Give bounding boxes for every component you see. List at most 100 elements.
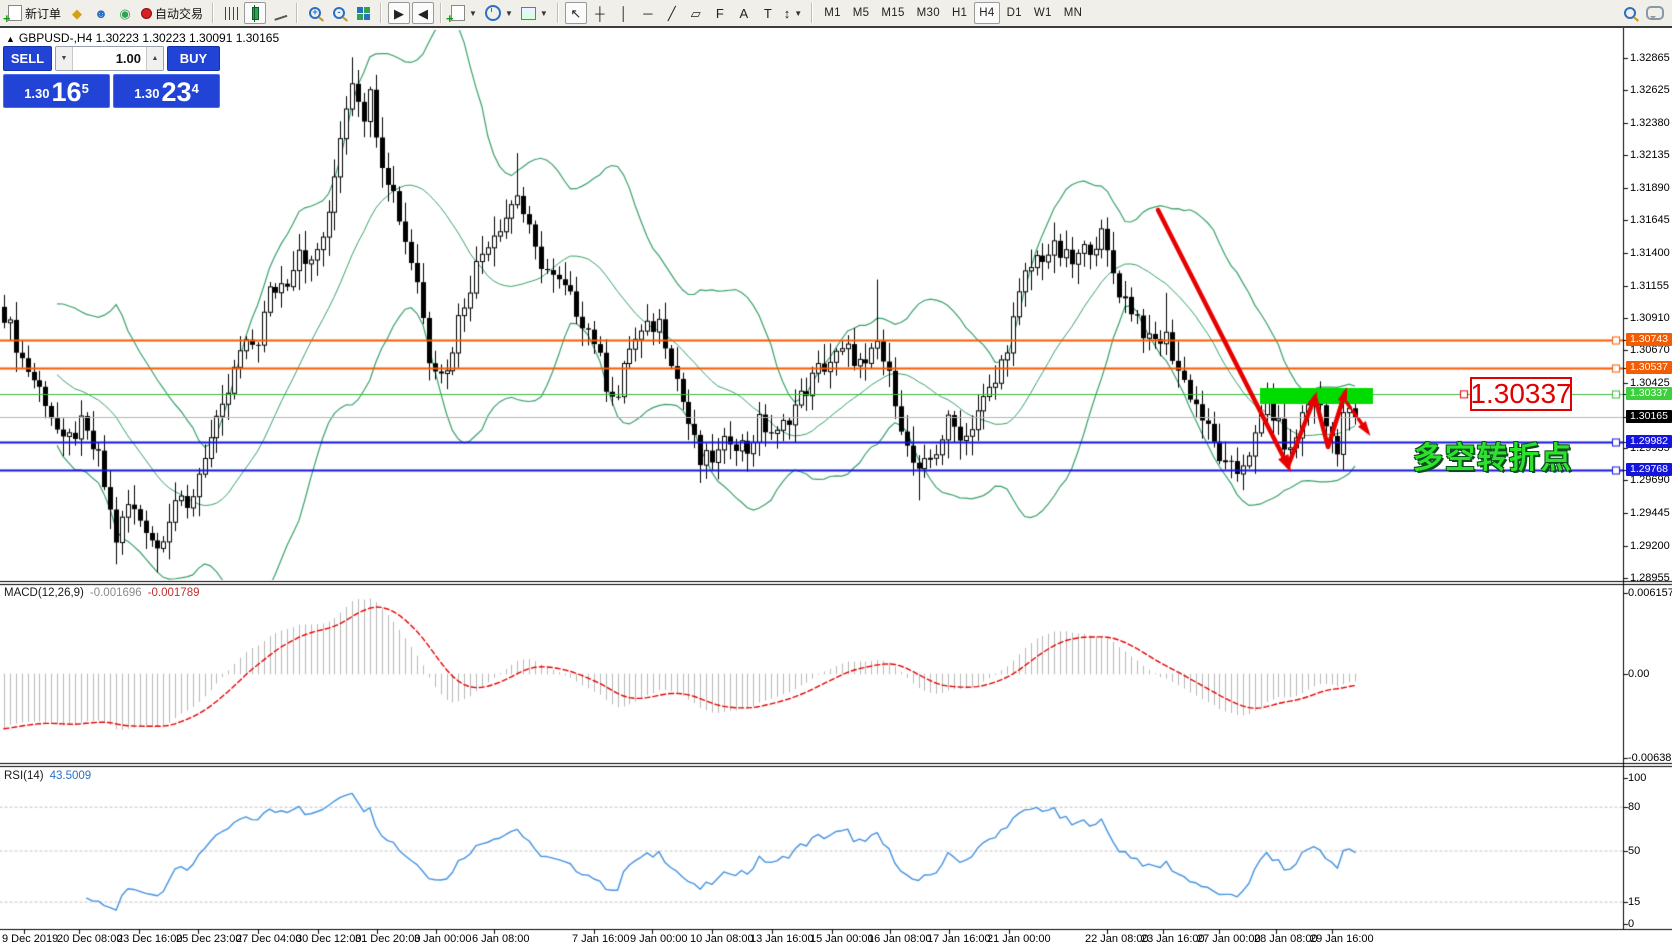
chevron-down-icon: ▼: [504, 8, 513, 18]
fibonacci-tool[interactable]: F: [709, 2, 731, 24]
time-axis-tick: 21 Jan 00:00: [987, 933, 1051, 945]
clock-icon: [484, 5, 501, 21]
chart-shift-icon: ◀: [418, 5, 429, 21]
price-axis-tick: 1.29200: [1630, 539, 1670, 552]
time-axis-tick: 7 Jan 16:00: [572, 933, 630, 945]
indicators-dropdown[interactable]: ▼: [518, 2, 551, 24]
price-axis-tick: 1.32865: [1630, 52, 1670, 64]
timeframe-h4[interactable]: H4: [974, 2, 1000, 24]
search-button[interactable]: [1619, 2, 1641, 24]
buy-button[interactable]: BUY: [167, 46, 220, 71]
bar-chart-button[interactable]: [220, 2, 242, 24]
candle-chart-button[interactable]: [244, 2, 267, 24]
sell-price-button[interactable]: 1.30 16 5: [3, 74, 110, 108]
auto-scroll-button[interactable]: ▶: [388, 2, 411, 24]
zoom-out-icon: -: [333, 7, 346, 19]
timeframe-m5[interactable]: M5: [852, 7, 870, 19]
chevron-down-icon: ▼: [469, 8, 477, 18]
sell-button[interactable]: SELL: [3, 46, 52, 71]
text-tool[interactable]: A: [733, 2, 755, 24]
auto-trading-button[interactable]: 自动交易: [138, 2, 206, 24]
rsi-axis-tick: 15: [1628, 896, 1641, 908]
profiles-dropdown[interactable]: ▼: [482, 2, 516, 24]
search-icon: [1624, 7, 1636, 19]
collapse-panel-icon[interactable]: ▲: [6, 34, 15, 44]
time-axis-tick: 23 Dec 16:00: [117, 933, 183, 945]
timeframe-h1[interactable]: H1: [951, 7, 968, 19]
time-axis-tick: 27 Jan 00:00: [1197, 933, 1261, 945]
time-axis-tick: 31 Dec 20:00: [355, 933, 421, 945]
time-axis-tick: 16 Jan 08:00: [868, 933, 932, 945]
buy-price-button[interactable]: 1.30 23 4: [113, 74, 220, 108]
channel-tool[interactable]: ▱: [685, 2, 707, 24]
horizontal-line-tool[interactable]: ─: [637, 2, 659, 24]
turning-point-annotation[interactable]: 多空转折点: [1413, 442, 1573, 475]
zoom-in-button[interactable]: +: [304, 2, 326, 24]
price-axis-tick: 1.31155: [1630, 279, 1669, 292]
new-order-button[interactable]: + 新订单: [3, 2, 64, 25]
chat-button[interactable]: [1643, 2, 1667, 24]
timeframe-m30[interactable]: M30: [916, 7, 940, 19]
auto-trading-status-icon: [141, 7, 153, 19]
market-watch-button[interactable]: ◆: [66, 2, 88, 24]
time-axis-tick: 3 Jan 00:00: [414, 933, 472, 945]
time-axis-tick: 17 Jan 16:00: [927, 933, 991, 945]
price-axis-tick: 1.31890: [1630, 181, 1670, 194]
timeframe-w1[interactable]: W1: [1033, 7, 1052, 19]
rsi-label: RSI(14) 43.5009: [4, 770, 91, 782]
arrows-dropdown[interactable]: ↕ ▼: [781, 2, 805, 24]
community-button[interactable]: ☻: [90, 2, 112, 24]
person-icon: ☻: [94, 5, 108, 21]
volume-input[interactable]: 1.00: [115, 51, 141, 66]
text-label-tool[interactable]: T: [757, 2, 779, 24]
price-callout-box[interactable]: 1.30337: [1470, 377, 1572, 411]
rsi-axis-tick: 100: [1628, 772, 1647, 784]
arrows-icon: ↕: [783, 5, 791, 21]
price-axis-tick: 1.30670: [1630, 344, 1670, 357]
separator: [380, 3, 383, 23]
fibonacci-icon: F: [715, 5, 724, 21]
new-chart-dropdown[interactable]: + ▼: [446, 2, 480, 25]
zoom-out-button[interactable]: -: [328, 2, 350, 24]
timeframe-m1[interactable]: M1: [824, 7, 841, 19]
tile-windows-button[interactable]: [352, 2, 374, 24]
symbol-ohlc-text: GBPUSD-,H4 1.30223 1.30223 1.30091 1.301…: [18, 31, 280, 45]
crosshair-tool[interactable]: ┼: [589, 2, 611, 24]
macd-signal-value: -0.001789: [147, 587, 200, 599]
line-chart-button[interactable]: [268, 2, 290, 24]
trendline-tool[interactable]: ╱: [661, 2, 683, 24]
hline-price-chip: 1.29768: [1626, 463, 1672, 477]
timeframe-m15[interactable]: M15: [881, 7, 905, 19]
price-axis-tick: 1.30425: [1630, 376, 1670, 389]
separator: [556, 3, 559, 23]
price-axis-tick: 1.29445: [1630, 507, 1670, 520]
timeframe-d1[interactable]: D1: [1006, 7, 1022, 19]
vertical-line-tool[interactable]: │: [613, 2, 635, 24]
buy-price-pips: 23: [161, 77, 192, 107]
signals-button[interactable]: ◉: [114, 2, 136, 24]
rsi-axis-tick: 80: [1628, 801, 1641, 813]
price-axis-tick: 1.31400: [1630, 246, 1670, 259]
chart-shift-button[interactable]: ◀: [412, 2, 435, 24]
time-axis-tick: 13 Jan 16:00: [750, 933, 814, 945]
vertical-line-icon: │: [619, 5, 628, 21]
hline-price-chip: 1.30337: [1626, 387, 1672, 401]
crosshair-icon: ┼: [595, 5, 605, 21]
line-chart-icon: [271, 5, 287, 21]
price-axis-tick: 1.29690: [1630, 474, 1670, 487]
macd-label: MACD(12,26,9) -0.001696 -0.001789: [4, 587, 199, 599]
horizontal-line-icon: ─: [643, 5, 653, 21]
macd-axis-tick: -0.00638: [1628, 752, 1672, 764]
cursor-tool[interactable]: ↖: [564, 2, 587, 24]
rsi-axis-tick: 0: [1628, 918, 1635, 930]
price-axis-tick: 1.32380: [1630, 116, 1670, 129]
time-axis-tick: 6 Jan 08:00: [472, 933, 530, 945]
indicators-icon: [520, 6, 536, 20]
price-axis-tick: 1.31645: [1630, 214, 1670, 227]
current-price-chip: 1.30165: [1626, 410, 1672, 424]
timeframe-mn[interactable]: MN: [1063, 7, 1083, 19]
volume-decrease-button[interactable]: ▼: [56, 47, 73, 70]
volume-increase-button[interactable]: ▲: [146, 47, 163, 70]
new-chart-icon: +: [446, 5, 466, 25]
